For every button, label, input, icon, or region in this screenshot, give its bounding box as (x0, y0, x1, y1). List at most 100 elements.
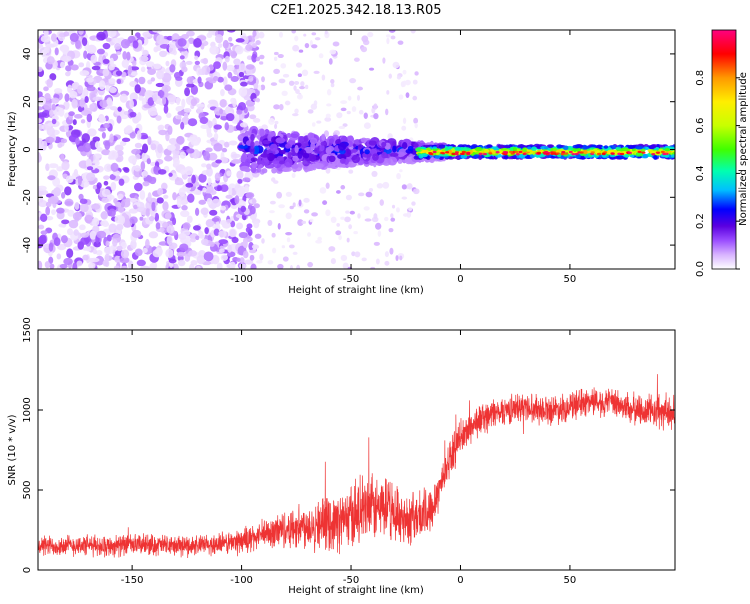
spectrogram-cell (177, 38, 187, 47)
spectrogram-cell (106, 234, 112, 242)
spectrogram-cell (253, 83, 259, 90)
spectrogram-cell (239, 257, 245, 264)
spectrogram-cell (550, 155, 556, 159)
spectrogram-cell (304, 42, 310, 49)
spectrogram-cell (402, 117, 407, 124)
spectrogram-cell (231, 237, 239, 244)
spectrogram-cell (222, 61, 228, 71)
spectrogram-cell (118, 215, 126, 225)
spectrogram-cell (512, 154, 517, 159)
spectrogram-cell (641, 151, 646, 154)
spectrogram-cell (147, 192, 152, 202)
spectrogram-cell (174, 180, 185, 186)
spectrogram-cell (239, 122, 248, 128)
spectrogram-cell (68, 219, 79, 229)
snr-panel: -150 -100 -50 0 50 0 500 1000 1500 Height of st… (7, 317, 676, 596)
spectrogram-cell (640, 148, 646, 152)
spectrogram-cell (213, 132, 219, 141)
spectrogram-cell (318, 53, 324, 59)
spectrogram-cell (438, 144, 446, 149)
spectrogram-cell (410, 30, 416, 34)
spectrogram-cell (221, 147, 228, 153)
spectrogram-cell (206, 163, 212, 170)
spectrogram-cell (172, 217, 177, 226)
spectrogram-cell (429, 152, 434, 156)
spectrogram-cell (274, 120, 279, 125)
spectrogram-cell (346, 110, 351, 115)
spectrogram-cell (103, 246, 114, 255)
spectrogram-cell (139, 189, 146, 200)
spectrogram-cell (104, 140, 111, 150)
spectrogram-cell (51, 103, 56, 111)
spectrogram-cell (201, 163, 207, 168)
spectrogram-cell (38, 96, 46, 106)
spectrogram-cell (138, 95, 144, 101)
spectrogram-cell (146, 158, 151, 165)
spectrogram-cell (286, 237, 291, 243)
spectrogram-cell (420, 153, 428, 158)
spectrogram-cell (156, 197, 164, 204)
spectrogram-cell (227, 71, 233, 79)
spectrogram-cell (643, 154, 649, 158)
colorbar-tick-label: 0.0 (695, 261, 706, 277)
spectrogram-x-label: Height of straight line (km) (288, 285, 424, 296)
spectrogram-cell (108, 64, 115, 71)
spectrogram-cell (272, 247, 277, 254)
spectrogram-cell (162, 201, 169, 211)
spectrogram-cell (255, 40, 261, 46)
spectrogram-cell (84, 214, 93, 224)
spectrogram-cell (147, 136, 152, 146)
spectrogram-cell (167, 125, 173, 135)
spectrogram-cell (361, 257, 367, 262)
spectrogram-x-tick-label: -50 (343, 274, 359, 285)
spectrogram-cell (363, 206, 370, 211)
spectrogram-cell (134, 165, 141, 172)
spectrogram-cell (213, 75, 219, 81)
spectrogram-cell (208, 152, 218, 161)
spectrogram-cell (96, 230, 107, 239)
spectrogram-cell (256, 167, 261, 173)
spectrogram-cell (326, 89, 332, 96)
spectrogram-cell (71, 82, 78, 90)
spectrogram-cell (79, 70, 90, 77)
spectrogram-cell (117, 106, 122, 112)
spectrogram-cell (48, 256, 54, 264)
spectrogram-cell (183, 112, 189, 119)
spectrogram-cell (203, 151, 211, 161)
spectrogram-cell (637, 150, 642, 154)
spectrogram-y-tick-label: -40 (22, 237, 33, 253)
spectrogram-cell (522, 152, 527, 156)
spectrogram-cell (447, 149, 453, 155)
spectrogram-cell (482, 152, 487, 156)
spectrogram-cell (93, 241, 101, 248)
spectrogram-cell (69, 90, 78, 99)
spectrogram-x-tick-label: 0 (457, 274, 463, 285)
spectrogram-cell (164, 86, 169, 97)
spectrogram-cell (285, 212, 292, 220)
spectrogram-cell (617, 152, 622, 156)
spectrogram-cell (414, 122, 418, 129)
spectrogram-cell (376, 183, 384, 189)
spectrogram-cell (158, 124, 165, 130)
spectrogram-cell (86, 77, 94, 83)
spectrogram-cell (181, 66, 188, 73)
spectrogram-cell (236, 109, 243, 115)
spectrogram-cell (131, 229, 142, 238)
spectrogram-cell (101, 132, 106, 139)
spectrogram-x-tick-label: -150 (121, 274, 144, 285)
spectrogram-cell (297, 73, 302, 78)
spectrogram-cell (85, 172, 96, 182)
snr-x-tick-label: -50 (343, 575, 359, 586)
spectrogram-cell (236, 222, 244, 230)
spectrogram-cell (390, 217, 396, 222)
spectrogram-cell (307, 261, 314, 268)
spectrogram-cell (175, 76, 183, 81)
spectrogram-cell (250, 140, 255, 150)
spectrogram-cell (49, 195, 59, 204)
spectrogram-cell (151, 201, 156, 212)
spectrogram-cell (316, 120, 322, 124)
spectrogram-cell (392, 140, 397, 147)
spectrogram-cell (150, 143, 157, 151)
spectrogram-cell (56, 207, 65, 214)
spectrogram-cell (216, 262, 223, 269)
